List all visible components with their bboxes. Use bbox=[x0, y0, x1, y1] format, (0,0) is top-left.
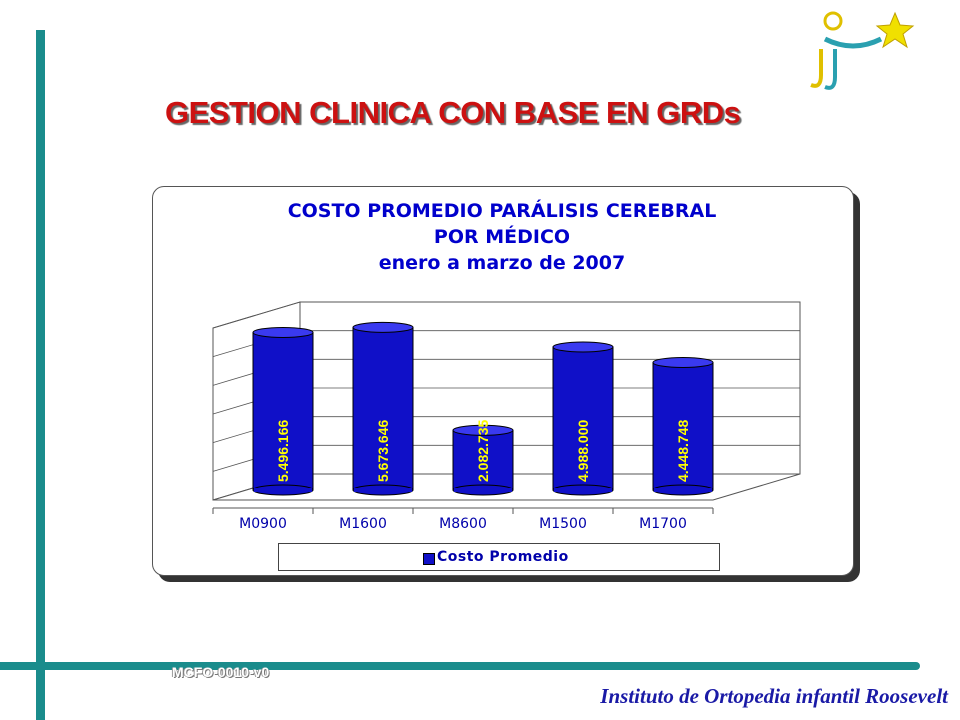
document-code: MCFO-0010-v0 bbox=[172, 664, 270, 680]
institute-name: Instituto de Ortopedia infantil Roosevel… bbox=[600, 684, 948, 708]
bar-base-fill bbox=[354, 488, 412, 492]
bar-m0900 bbox=[252, 331, 314, 491]
chart-title: COSTO PROMEDIO PARÁLISIS CEREBRAL POR MÉ… bbox=[152, 198, 852, 276]
legend-swatch bbox=[423, 553, 435, 565]
chart-title-line-2: POR MÉDICO bbox=[433, 226, 571, 248]
accent-vertical-bar bbox=[36, 30, 45, 720]
bar-top-m0900 bbox=[252, 326, 314, 338]
value-label: 4.988.000 bbox=[575, 420, 591, 482]
bar-base-fill bbox=[654, 488, 712, 492]
bar-top-m8600 bbox=[452, 424, 514, 436]
category-label: M1600 bbox=[339, 516, 387, 532]
slide-title: GESTION CLINICA CON BASE EN GRDs bbox=[165, 95, 741, 130]
chart-gridline bbox=[212, 301, 800, 329]
bar-base-fill bbox=[554, 488, 612, 492]
bar-top-m1600 bbox=[352, 321, 414, 333]
chart-title-line-1: COSTO PROMEDIO PARÁLISIS CEREBRAL bbox=[287, 200, 717, 222]
bar-base-fill bbox=[454, 488, 512, 492]
value-label: 4.448.748 bbox=[675, 420, 691, 482]
bar-m1500 bbox=[552, 346, 614, 491]
institute-logo-icon bbox=[810, 11, 915, 90]
category-label: M1700 bbox=[639, 516, 687, 532]
value-label: 2.082.735 bbox=[475, 420, 491, 482]
bar-top-m1500 bbox=[552, 341, 614, 353]
chart-legend: Costo Promedio bbox=[278, 543, 720, 571]
category-label: M8600 bbox=[439, 516, 487, 532]
bar-m8600 bbox=[452, 429, 514, 491]
bar-m1600 bbox=[352, 326, 414, 491]
bar-top-m1700 bbox=[652, 356, 714, 368]
category-label: M0900 bbox=[239, 516, 287, 532]
bar-base-fill bbox=[254, 488, 312, 492]
chart-title-line-3: enero a marzo de 2007 bbox=[378, 252, 626, 274]
category-label: M1500 bbox=[539, 516, 587, 532]
legend-label: Costo Promedio bbox=[437, 549, 569, 565]
value-label: 5.496.166 bbox=[275, 420, 291, 482]
value-label: 5.673.646 bbox=[375, 420, 391, 482]
accent-horizontal-bar bbox=[0, 662, 920, 670]
